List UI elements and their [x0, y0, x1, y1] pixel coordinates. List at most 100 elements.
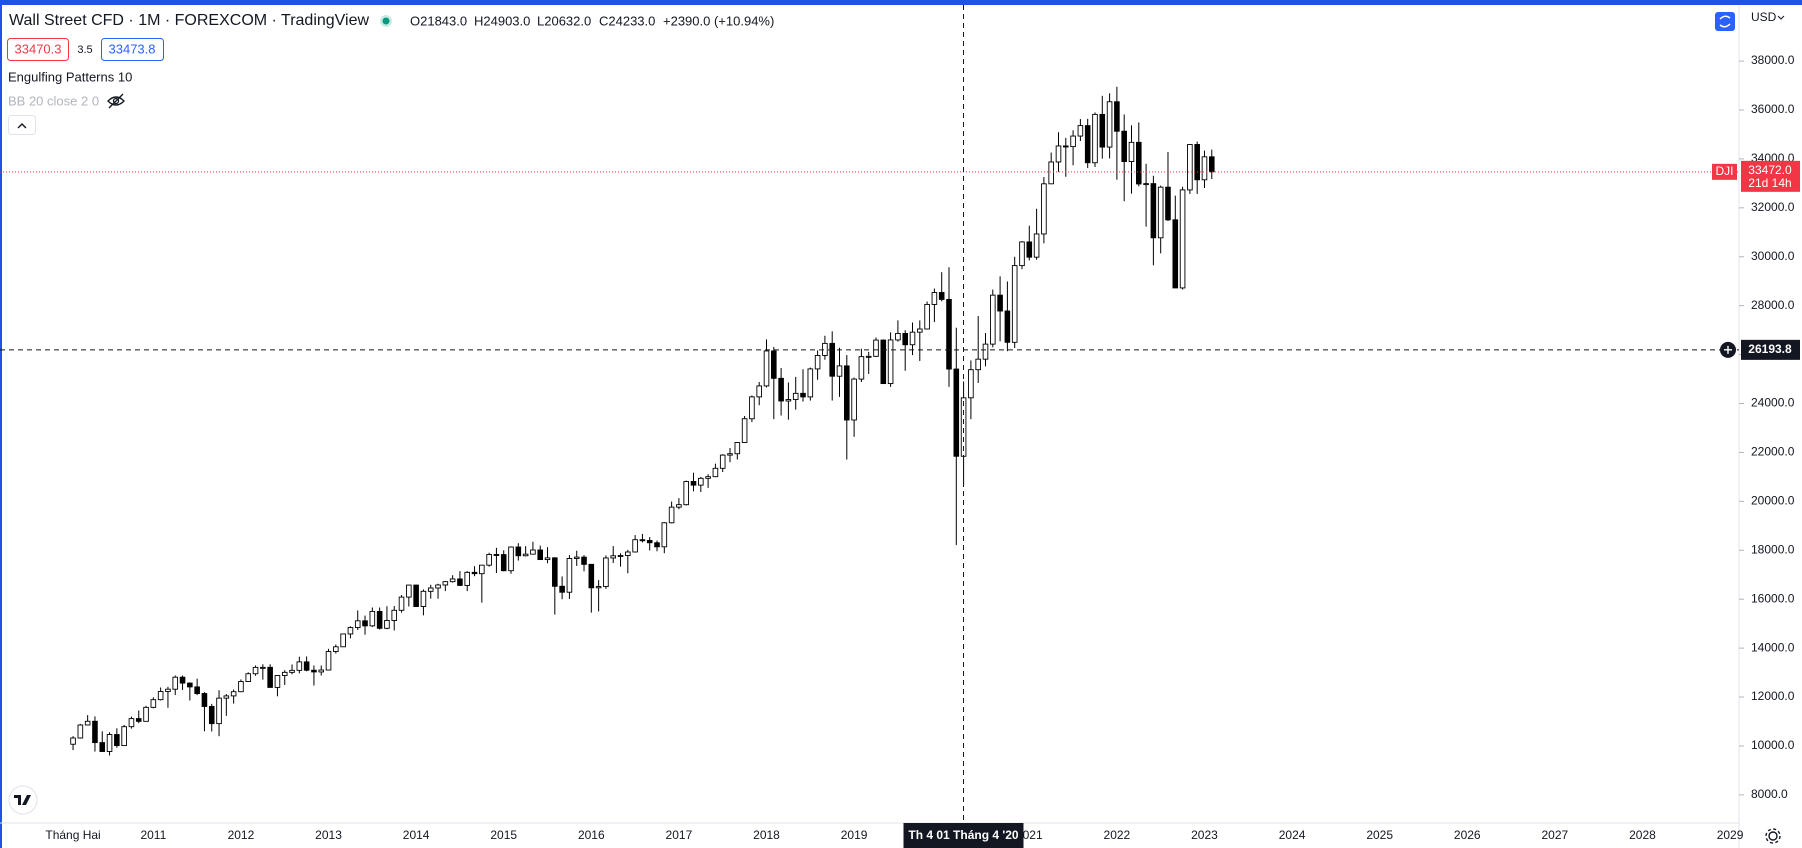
x-tick-label: 2014 — [403, 828, 430, 842]
candle-body — [172, 676, 179, 690]
indicator-name[interactable]: Engulfing Patterns 10 — [8, 69, 132, 84]
candle-body — [508, 546, 514, 572]
candle-body — [252, 666, 259, 675]
currency-caret — [1777, 15, 1785, 20]
candle-body — [1165, 186, 1171, 221]
x-tick-label: 2011 — [140, 828, 166, 842]
symbol-title[interactable]: Wall Street CFD · 1M · FOREXCOM · Tradin… — [9, 12, 370, 29]
candle-body — [121, 726, 127, 747]
y-tick-label: 22000.0 — [1751, 445, 1795, 459]
candle-body — [588, 563, 595, 589]
candle-body — [464, 571, 471, 586]
candle-body — [895, 333, 901, 341]
candle-body — [741, 418, 748, 443]
spread: 3.5 — [77, 44, 92, 56]
candle-body — [705, 476, 711, 479]
settings-gear[interactable] — [1765, 828, 1781, 844]
candle-body — [990, 294, 996, 345]
candle-body — [1121, 130, 1127, 162]
bid-price[interactable]: 33470.3 — [15, 41, 62, 56]
eye-hidden-icon[interactable] — [107, 93, 125, 109]
candle-body — [150, 699, 157, 708]
candle-body — [435, 584, 441, 589]
x-tick-label: 2029 — [1717, 828, 1744, 842]
y-tick-label: 30000.0 — [1751, 249, 1795, 263]
candle-body — [114, 734, 120, 747]
x-tick-label: 2022 — [1104, 828, 1131, 842]
candle-body — [566, 558, 573, 593]
indicator-name-hidden[interactable]: BB 20 close 2 0 — [8, 93, 99, 108]
legend-close: C24233.0 — [599, 13, 655, 28]
bid-box[interactable] — [7, 38, 69, 61]
x-tick-label: 2025 — [1366, 828, 1393, 842]
crosshair-price-box — [1741, 339, 1800, 360]
candle-body — [267, 666, 273, 688]
candle-body — [143, 706, 149, 722]
candle-body — [917, 328, 923, 333]
candle-body — [515, 546, 522, 557]
currency-button[interactable]: USD — [1751, 10, 1777, 24]
candle-body — [442, 581, 449, 586]
candle-body — [909, 331, 916, 346]
candle-body — [544, 557, 551, 561]
candle-body — [420, 590, 427, 608]
candle-body — [785, 399, 792, 402]
ask-box[interactable] — [101, 38, 164, 61]
candle-body — [1092, 113, 1098, 164]
x-tick-label: 2017 — [666, 828, 693, 842]
candle-body — [865, 355, 872, 358]
candle-body — [500, 554, 507, 572]
candle-body — [573, 556, 580, 559]
candle-body — [274, 675, 281, 688]
candle-body — [1019, 241, 1025, 267]
candle-body — [303, 661, 310, 671]
last-price-label: 33472.0 — [1748, 163, 1792, 177]
candle-body — [771, 350, 777, 379]
candle-body — [354, 620, 361, 629]
candle-body — [690, 481, 697, 486]
y-tick-label: 32000.0 — [1751, 200, 1795, 214]
candle-body — [179, 676, 186, 684]
candle-body — [1136, 141, 1142, 185]
candle-body — [997, 294, 1003, 312]
candle-body — [128, 718, 135, 728]
candle-body — [880, 339, 887, 385]
candle-body — [1128, 141, 1135, 162]
crosshair-time-label: Th 4 01 Tháng 4 '20 — [908, 828, 1019, 842]
y-tick-label: 24000.0 — [1751, 396, 1795, 410]
candle-body — [1048, 161, 1054, 185]
candle-body — [362, 620, 368, 627]
candle-body — [238, 681, 244, 693]
window-top-border — [0, 0, 1802, 5]
candle-body — [1077, 125, 1084, 137]
candle-body — [99, 742, 106, 752]
y-tick-label: 10000.0 — [1751, 738, 1795, 752]
candle-body — [1201, 156, 1208, 181]
candle-body — [1055, 145, 1062, 163]
candle-body — [668, 506, 675, 524]
legend-low: L20632.0 — [537, 13, 591, 28]
y-tick-label: 16000.0 — [1751, 591, 1795, 605]
tradingview-logo[interactable] — [8, 785, 38, 815]
ask-price[interactable]: 33473.8 — [109, 41, 156, 56]
candle-body — [318, 669, 325, 673]
candle-body — [1157, 186, 1164, 239]
x-tick-label: 2024 — [1279, 828, 1306, 842]
candle-body — [603, 557, 609, 587]
auto-scale-button[interactable] — [1715, 12, 1735, 31]
candle-body — [311, 669, 317, 673]
candle-body — [1194, 144, 1200, 181]
candle-body — [851, 378, 857, 421]
candle-body — [632, 539, 638, 553]
candle-body — [938, 292, 945, 300]
y-tick-label: 12000.0 — [1751, 689, 1795, 703]
collapse-button[interactable] — [8, 115, 36, 135]
y-tick-label: 18000.0 — [1751, 542, 1795, 556]
candle-body — [493, 554, 500, 556]
candle-body — [1070, 135, 1076, 148]
candle-body — [661, 522, 668, 548]
candle-body — [676, 504, 682, 508]
candle-body — [1033, 233, 1040, 258]
candle-body — [946, 298, 952, 370]
candle-body — [457, 578, 463, 586]
